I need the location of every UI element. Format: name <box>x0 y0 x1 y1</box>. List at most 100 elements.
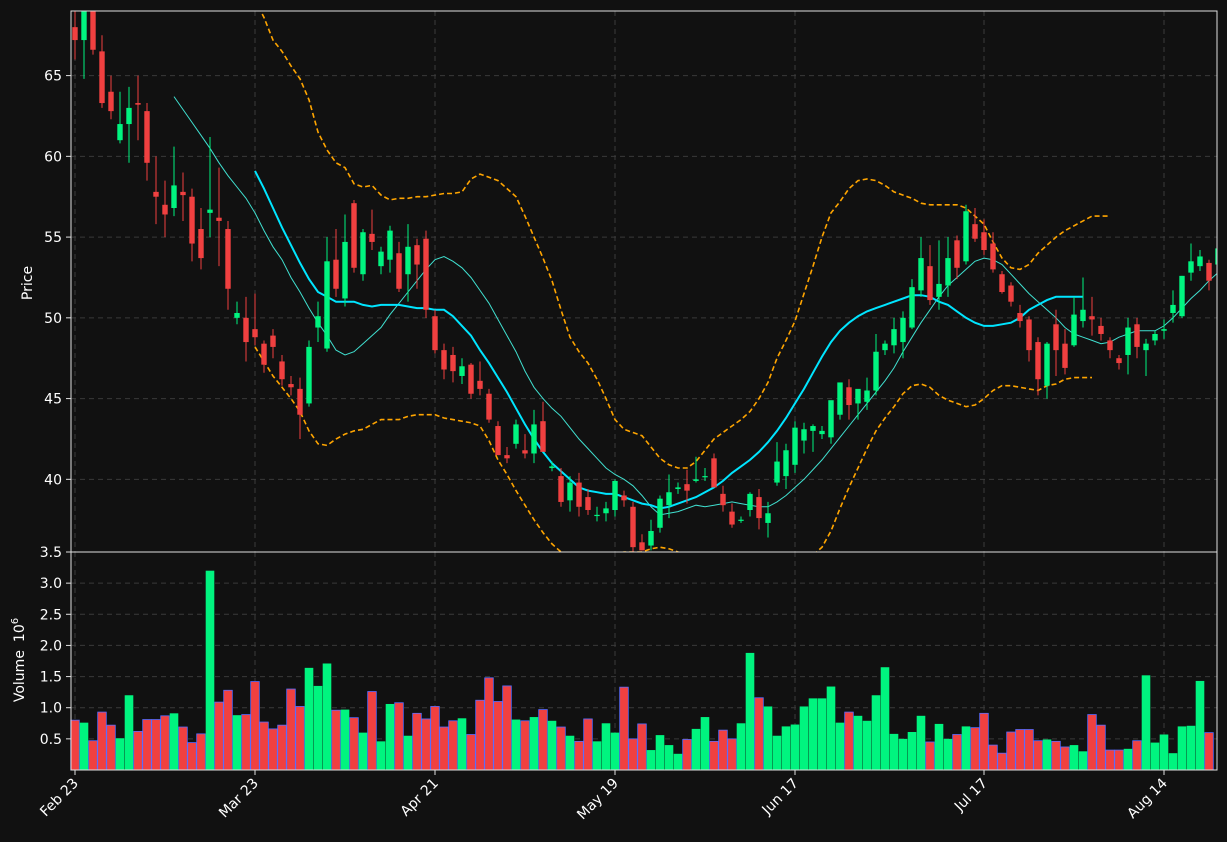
candle-body <box>1080 309 1086 322</box>
volume-axis-label: Volume 106 <box>10 618 28 702</box>
volume-bar <box>808 698 818 770</box>
candle-body <box>801 429 807 441</box>
volume-bar <box>349 717 359 771</box>
volume-bar <box>898 738 908 770</box>
candle-body <box>1071 314 1077 346</box>
candle-body <box>882 343 888 351</box>
volume-bar <box>340 709 350 770</box>
volume-bar <box>1033 740 1043 771</box>
candle-body <box>972 224 978 239</box>
volume-axis-label-exp: 10 <box>12 624 28 642</box>
volume-bar <box>232 715 242 770</box>
volume-bar <box>979 712 989 771</box>
candle-body <box>1062 343 1068 368</box>
volume-bar <box>943 738 953 770</box>
price-gridlines <box>71 11 1217 552</box>
volume-bar <box>826 686 836 770</box>
volume-bar <box>457 718 467 770</box>
volume-bar <box>385 703 395 770</box>
volume-bar <box>655 735 665 770</box>
volume-bar <box>601 723 611 770</box>
volume-bar <box>106 724 116 771</box>
volume-bar <box>718 729 728 771</box>
candle-body <box>954 240 960 268</box>
volume-bar <box>745 652 755 770</box>
volume-bar <box>313 685 323 770</box>
candle-body <box>1044 343 1050 386</box>
volume-bar <box>520 720 530 771</box>
candle-body <box>909 287 915 328</box>
candle-body <box>891 329 897 346</box>
candle-body <box>252 329 258 338</box>
candle-body <box>1098 325 1104 334</box>
volume-bar <box>439 726 449 771</box>
volume-bar <box>1051 740 1061 771</box>
volume-tick-label: 3.0 <box>40 576 62 592</box>
volume-bar <box>574 740 584 771</box>
volume-bar <box>1114 749 1124 771</box>
candle-body <box>504 455 510 459</box>
candle-body <box>495 426 501 456</box>
candle-body <box>432 316 438 351</box>
volume-bar <box>835 722 845 770</box>
volume-bar <box>907 732 917 770</box>
candle-body <box>369 233 375 242</box>
volume-bar <box>358 732 368 770</box>
volume-bar <box>682 739 692 771</box>
volume-bar <box>1105 749 1115 771</box>
bollinger-bands <box>254 11 1110 552</box>
volume-bar <box>1078 751 1088 770</box>
candle-body <box>693 479 699 481</box>
candle-body <box>153 191 159 197</box>
volume-axis-label-main: Volume <box>12 650 28 702</box>
candle-body <box>585 497 591 511</box>
volume-bar <box>988 744 998 771</box>
price-axis-label: Price <box>20 266 36 300</box>
volume-bar <box>187 742 197 771</box>
candle-body <box>792 427 798 465</box>
candle-body <box>648 531 654 546</box>
volume-bar <box>565 735 575 770</box>
volume-bar <box>889 733 899 770</box>
candle-body <box>72 27 78 41</box>
volume-bar <box>304 667 314 770</box>
volume-bar <box>1015 729 1025 771</box>
candle-body <box>639 542 645 551</box>
candle-body <box>657 498 663 528</box>
candle-body <box>747 493 753 511</box>
volume-bar <box>646 750 656 770</box>
volume-bar <box>286 688 296 771</box>
candle-body <box>171 185 177 209</box>
candle-body <box>1215 248 1217 265</box>
volume-bar <box>259 721 269 771</box>
candle-body <box>927 266 933 301</box>
volume-bar <box>637 723 647 771</box>
candle-body <box>1143 343 1149 351</box>
price-tick-label: 50 <box>44 311 62 327</box>
volume-bar <box>529 717 539 770</box>
volume-bar <box>268 728 278 771</box>
volume-axis-label-sup: 6 <box>10 618 21 624</box>
candle-body <box>1152 333 1158 341</box>
volume-bar <box>421 718 431 771</box>
volume-bar <box>142 719 152 771</box>
volume-panel-frame <box>70 551 1218 771</box>
volume-bar <box>70 719 80 771</box>
volume-bar <box>196 733 206 771</box>
candle-body <box>243 317 249 343</box>
candle-body <box>198 229 204 259</box>
candle-body <box>864 390 870 402</box>
volume-bar <box>916 715 926 770</box>
volume-bar <box>124 695 134 770</box>
volume-bar <box>1150 742 1160 770</box>
candle-body <box>351 203 357 268</box>
volume-bar <box>331 709 341 771</box>
volume-bar <box>664 745 674 770</box>
volume-bar <box>583 718 593 771</box>
volume-bar <box>133 730 143 771</box>
volume-bar <box>691 728 701 770</box>
candle-body <box>873 351 879 391</box>
candle-body <box>810 426 816 431</box>
volume-bars <box>70 570 1214 771</box>
